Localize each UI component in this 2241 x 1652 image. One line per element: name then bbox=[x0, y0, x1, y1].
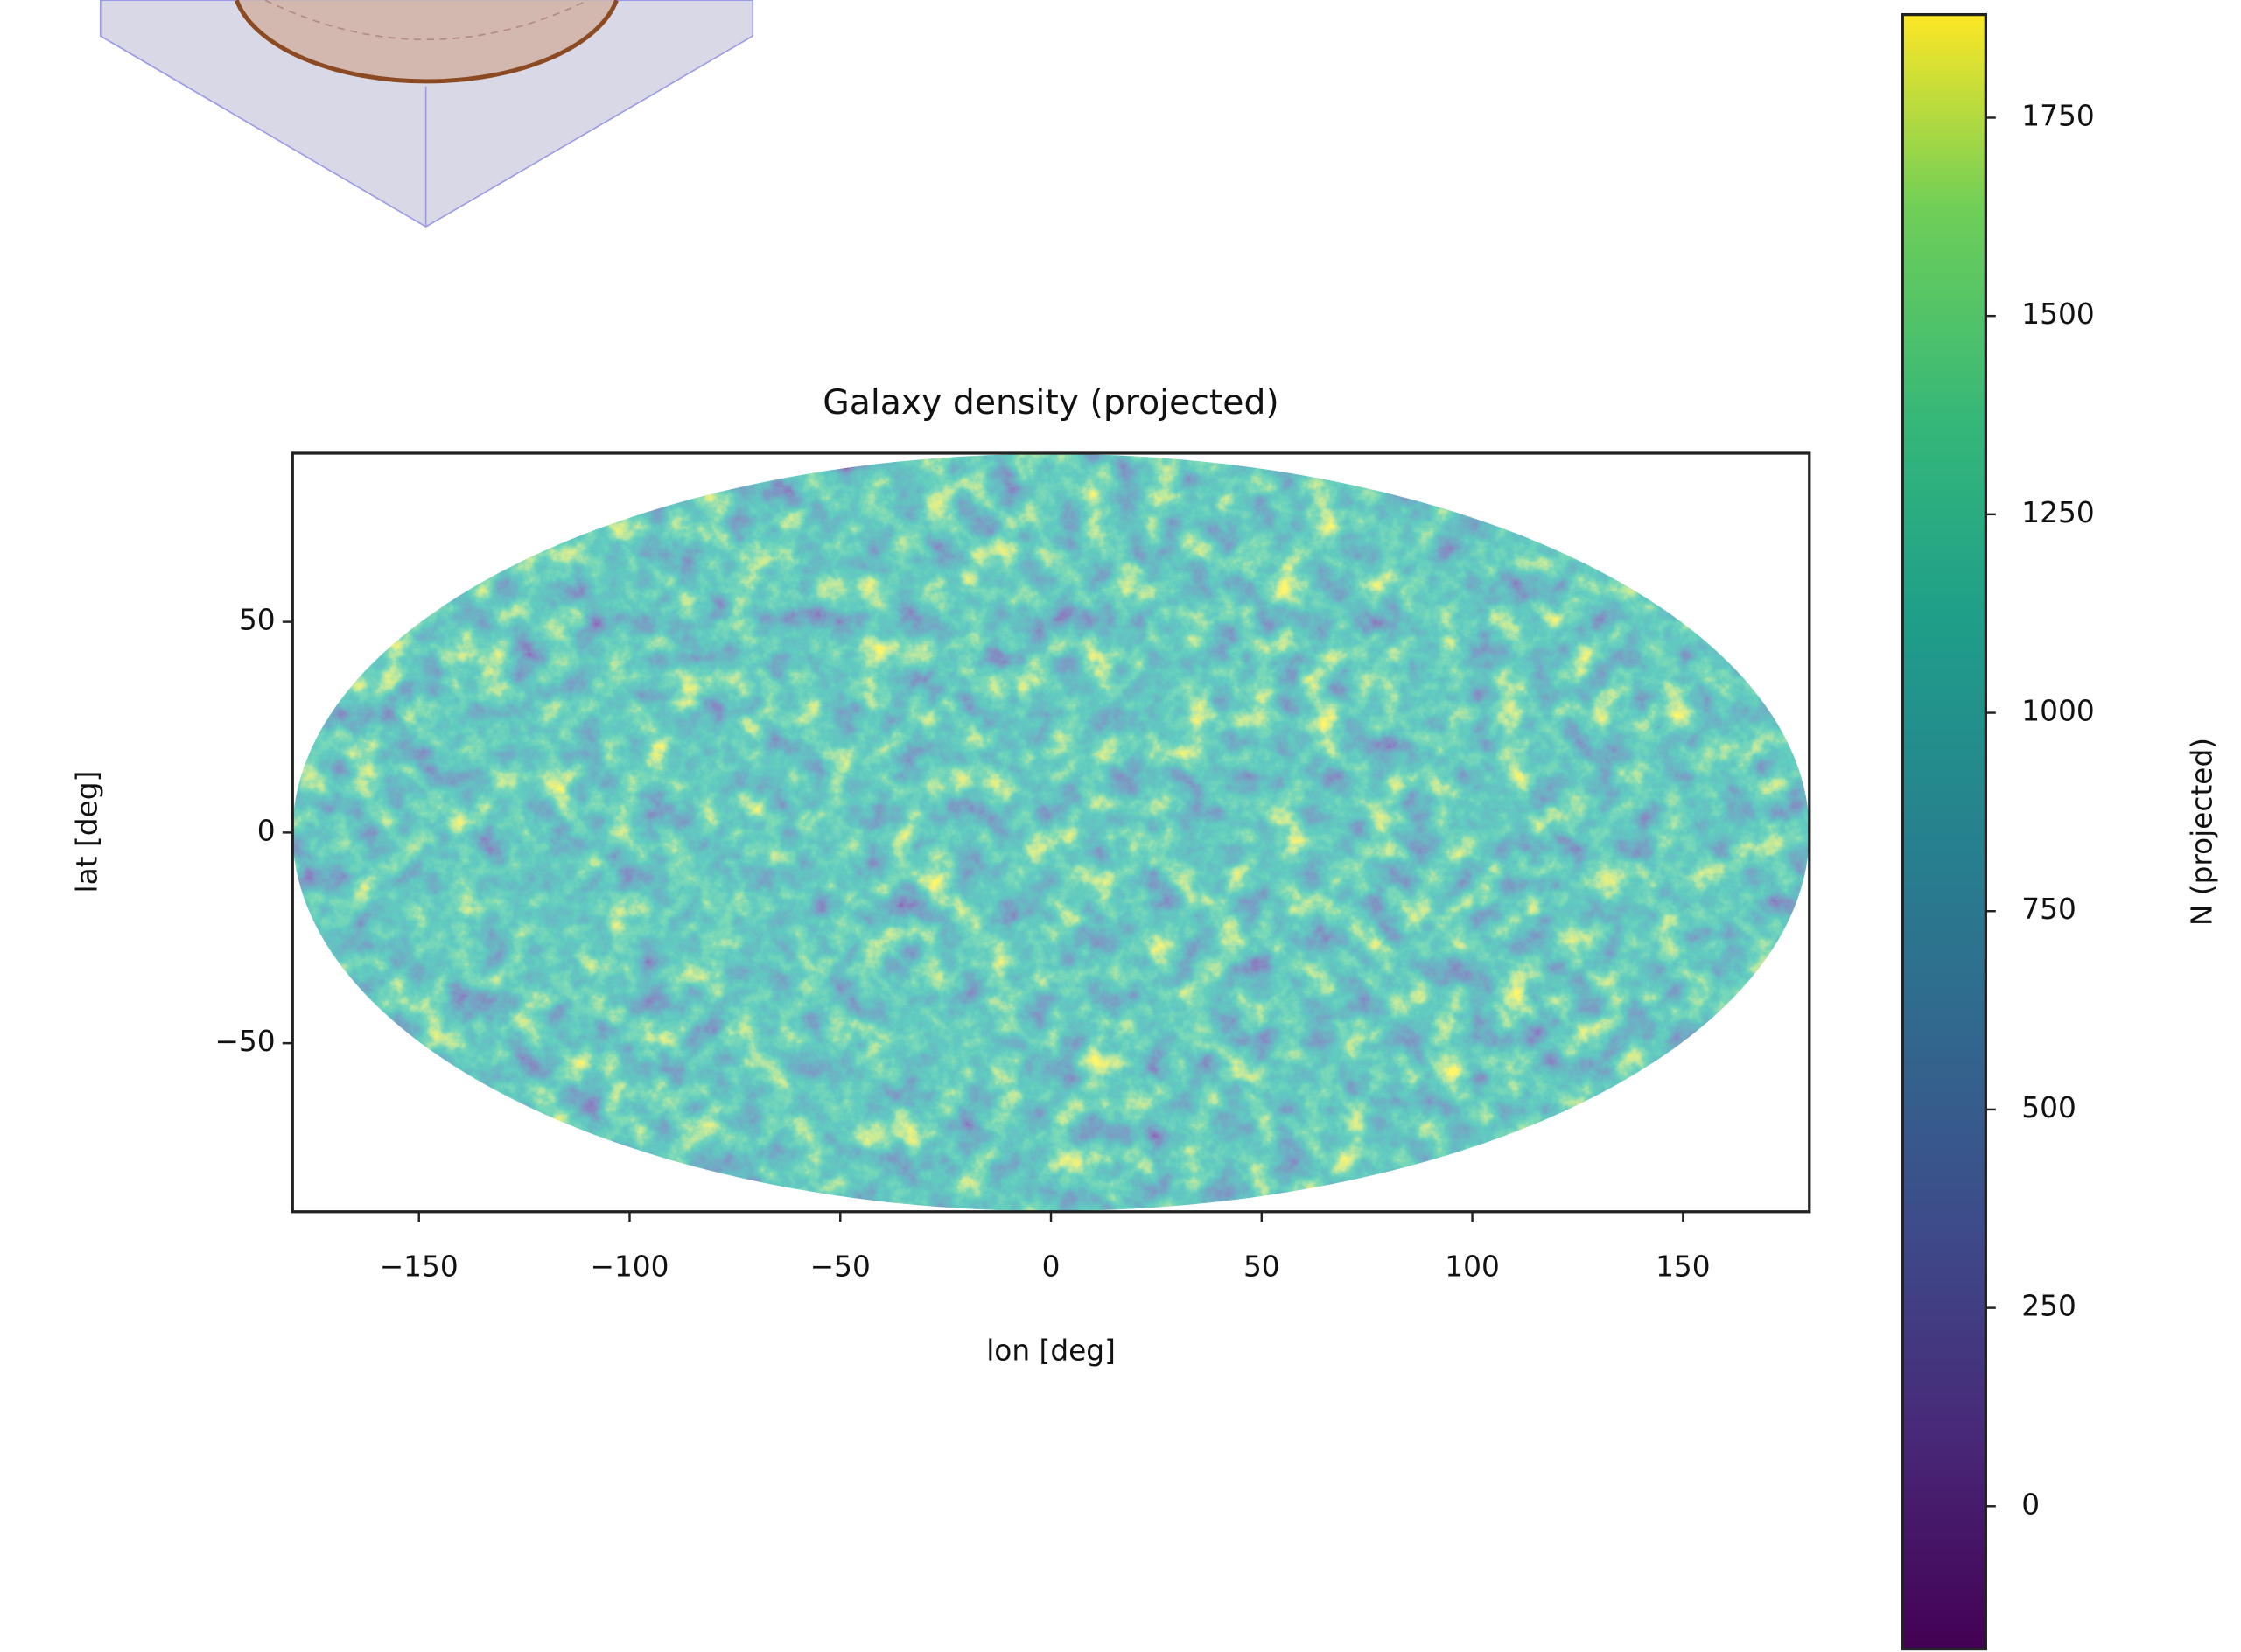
x-tick-label: 0 bbox=[1042, 1250, 1061, 1283]
x-axis-label: lon [deg] bbox=[986, 1334, 1116, 1367]
colorbar-tick-label: 1500 bbox=[2021, 298, 2094, 331]
colorbar-label: N (projected) bbox=[2185, 738, 2218, 926]
y-tick-label: 50 bbox=[239, 604, 276, 637]
colorbar-tick-label: 1000 bbox=[2021, 695, 2094, 728]
y-tick-label: −50 bbox=[214, 1025, 275, 1058]
y-axis-label: lat [deg] bbox=[71, 771, 104, 893]
x-tick-label: 50 bbox=[1243, 1250, 1280, 1283]
chart-title: Galaxy density (projected) bbox=[823, 383, 1279, 423]
y-tick-label: 0 bbox=[257, 814, 276, 847]
x-tick-label: −50 bbox=[810, 1250, 871, 1283]
chart: Galaxy density (projected) lon [deg] lat… bbox=[0, 0, 2241, 1652]
colorbar-tick-label: 1750 bbox=[2021, 99, 2094, 132]
x-tick-label: 100 bbox=[1445, 1250, 1500, 1283]
x-tick-label: −150 bbox=[380, 1250, 459, 1283]
density-map bbox=[292, 453, 1810, 1212]
x-tick-label: 150 bbox=[1656, 1250, 1711, 1283]
box-illustration bbox=[101, 0, 753, 227]
colorbar-tick-label: 1250 bbox=[2021, 496, 2094, 529]
x-tick-label: −100 bbox=[590, 1250, 669, 1283]
colorbar-tick-label: 750 bbox=[2021, 892, 2076, 926]
colorbar-tick-label: 0 bbox=[2021, 1488, 2040, 1521]
colorbar-tick-label: 500 bbox=[2021, 1091, 2076, 1124]
colorbar bbox=[1902, 15, 1985, 1649]
colorbar-tick-label: 250 bbox=[2021, 1290, 2076, 1323]
page: {"chart_data": {"type": "sky-map", "titl… bbox=[0, 0, 2241, 1652]
